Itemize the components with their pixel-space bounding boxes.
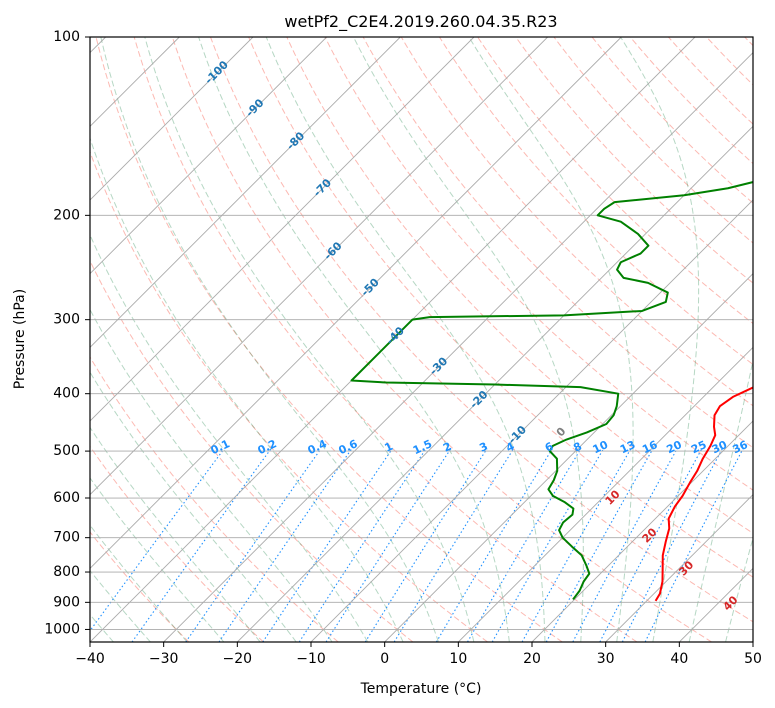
moist-adiabat (90, 569, 151, 642)
isotherm-line (90, 37, 401, 348)
mixing-ratio-label: 30 (710, 438, 730, 456)
moist-adiabat (620, 37, 700, 642)
isotherm-line (90, 37, 254, 201)
dry-adiabat (210, 37, 753, 623)
x-tick-label: −40 (75, 651, 105, 667)
mixing-ratio-line (393, 448, 515, 642)
mixing-ratio-line (90, 448, 225, 632)
y-tick-label: 100 (53, 29, 80, 45)
isotherm-line (605, 494, 753, 642)
mixing-ratio-label: 13 (618, 438, 637, 456)
dry-adiabat (439, 37, 753, 366)
mixing-ratio-line (364, 448, 488, 642)
y-axis: 100 200 300 400 500 600 700 800 900 1000 (44, 29, 90, 637)
moist-adiabat (90, 371, 297, 642)
mixing-ratio-line (491, 448, 605, 642)
x-tick-label: 30 (597, 651, 615, 667)
isotherm-line (90, 37, 475, 422)
isotherm-line (310, 199, 753, 642)
isotherm-line (237, 125, 753, 642)
isotherm-line (90, 37, 327, 275)
y-tick-label: 200 (53, 207, 80, 223)
y-tick-label: 800 (53, 564, 80, 580)
x-tick-label: 10 (449, 651, 467, 667)
moist-adiabat (90, 477, 225, 642)
moist-adiabat (100, 37, 439, 642)
mixing-ratio-line (298, 448, 427, 642)
x-tick-label: 20 (523, 651, 541, 667)
moist-adiabat (688, 358, 753, 642)
x-tick-label: −10 (296, 651, 326, 667)
dry-adiabat (90, 150, 488, 642)
dry-adiabat (515, 37, 753, 284)
x-tick-label: 0 (380, 651, 389, 667)
dewpoint-line (350, 181, 753, 601)
mixing-ratio-line (467, 448, 582, 642)
dry-adiabat (133, 37, 638, 642)
isotherm-line (384, 273, 753, 642)
plot-area (90, 37, 753, 642)
mixing-ratio-label: 25 (689, 438, 708, 456)
isotherm-line (163, 52, 753, 642)
series-group (350, 181, 753, 602)
background-lines (90, 37, 753, 642)
isotherm-line (531, 420, 753, 642)
y-tick-label: 400 (53, 386, 80, 402)
dry-adiabat (90, 445, 264, 642)
dry-adiabat (90, 356, 339, 642)
moist-adiabat (353, 37, 584, 642)
x-axis-label: Temperature (°C) (360, 681, 482, 697)
chart-title: wetPf2_C2E4.2019.260.04.35.R23 (284, 12, 557, 32)
mixing-ratio-line (131, 448, 272, 642)
y-tick-label: 600 (53, 490, 80, 506)
plot-frame (89, 36, 754, 643)
dry-adiabat (248, 37, 753, 578)
y-tick-label: 700 (53, 530, 80, 546)
x-tick-label: −30 (149, 651, 179, 667)
x-tick-label: 50 (744, 651, 762, 667)
mixing-ratio-line (185, 448, 322, 642)
mixing-ratio-line (262, 448, 393, 642)
mixing-ratio-label: 36 (731, 438, 751, 456)
moist-adiabat (265, 37, 546, 642)
dry-adiabat (400, 37, 753, 407)
mixing-ratio-line (599, 448, 703, 642)
mixing-ratio-label: 20 (664, 438, 684, 456)
mixing-ratio-label: 10 (591, 438, 611, 456)
isotherm-line (90, 37, 548, 496)
moist-adiabat (198, 37, 510, 642)
x-axis: −40 −30 −20 −10 0 10 20 30 40 50 (75, 642, 762, 667)
mixing-ratio-line (572, 448, 678, 642)
dry-adiabat (90, 531, 190, 642)
dry-adiabat (171, 37, 712, 642)
x-tick-label: −20 (223, 651, 253, 667)
moist-adiabat (90, 233, 369, 642)
temperature-line (654, 386, 753, 602)
mixing-ratio-label: 16 (640, 438, 660, 456)
moist-adiabat (90, 426, 261, 642)
x-tick-label: 40 (670, 651, 688, 667)
y-tick-label: 300 (53, 312, 80, 328)
y-axis-label: Pressure (hPa) (12, 289, 28, 389)
y-tick-label: 900 (53, 594, 80, 610)
moist-adiabat (90, 136, 404, 642)
y-tick-label: 1000 (44, 621, 80, 637)
isotherm-line (458, 346, 753, 642)
moist-adiabat (90, 524, 188, 642)
y-tick-label: 500 (53, 443, 80, 459)
mixing-ratio-line (218, 448, 353, 642)
isotherm-line (90, 37, 622, 569)
dry-adiabat (95, 37, 563, 642)
mixing-ratio-line (325, 448, 452, 642)
moist-adiabat (144, 37, 475, 642)
